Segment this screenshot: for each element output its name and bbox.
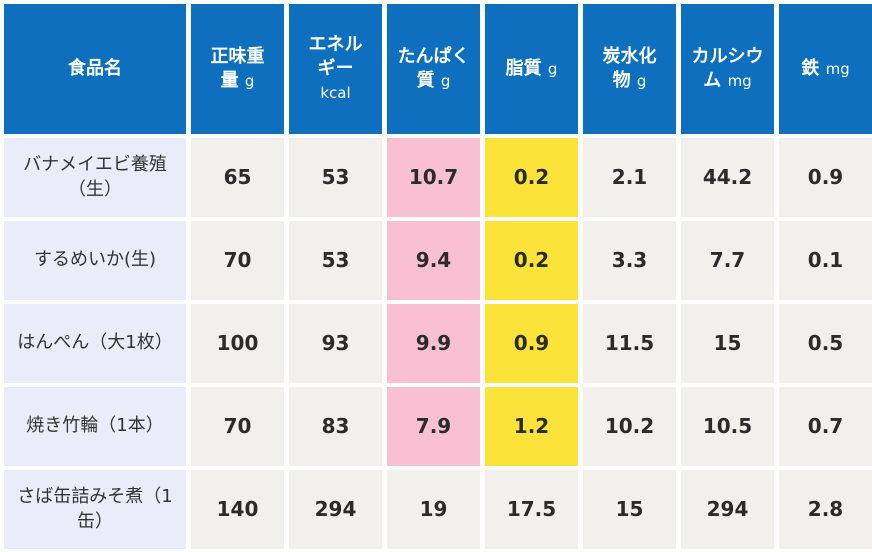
value-weight: 140 <box>191 470 284 549</box>
value-fat: 0.2 <box>485 221 578 300</box>
value-iron: 0.1 <box>779 221 872 300</box>
header-label: 鉄 mg <box>801 57 850 79</box>
row-food-name: はんぺん（大1枚） <box>4 304 186 383</box>
value-protein: 9.4 <box>387 221 480 300</box>
value-fat: 0.2 <box>485 138 578 217</box>
header-food-name: 食品名 <box>4 4 186 134</box>
value-energy: 93 <box>289 304 382 383</box>
value-protein: 9.9 <box>387 304 480 383</box>
value-weight: 65 <box>191 138 284 217</box>
value-fat: 1.2 <box>485 387 578 466</box>
row-food-name: するめいか(生) <box>4 221 186 300</box>
header-weight: 正味重量 g <box>191 4 284 134</box>
value-energy: 83 <box>289 387 382 466</box>
value-calcium: 294 <box>681 470 774 549</box>
value-weight: 100 <box>191 304 284 383</box>
value-protein: 19 <box>387 470 480 549</box>
header-label: 正味重量 g <box>210 45 265 91</box>
value-iron: 0.7 <box>779 387 872 466</box>
value-fat: 17.5 <box>485 470 578 549</box>
value-calcium: 44.2 <box>681 138 774 217</box>
header-carbs: 炭水化物 g <box>583 4 676 134</box>
value-carbs: 2.1 <box>583 138 676 217</box>
value-calcium: 10.5 <box>681 387 774 466</box>
header-calcium: カルシウム mg <box>681 4 774 134</box>
value-energy: 53 <box>289 221 382 300</box>
value-iron: 0.5 <box>779 304 872 383</box>
value-calcium: 7.7 <box>681 221 774 300</box>
value-carbs: 15 <box>583 470 676 549</box>
value-iron: 2.8 <box>779 470 872 549</box>
header-label: たんぱく質 g <box>397 45 470 91</box>
value-energy: 53 <box>289 138 382 217</box>
header-label: 炭水化物 g <box>602 45 657 91</box>
value-carbs: 10.2 <box>583 387 676 466</box>
value-calcium: 15 <box>681 304 774 383</box>
value-fat: 0.9 <box>485 304 578 383</box>
header-label: 脂質 g <box>505 57 558 79</box>
row-food-name: さば缶詰みそ煮（1缶） <box>4 470 186 549</box>
value-protein: 10.7 <box>387 138 480 217</box>
value-iron: 0.9 <box>779 138 872 217</box>
header-energy: エネルギー kcal <box>289 4 382 134</box>
value-protein: 7.9 <box>387 387 480 466</box>
header-fat: 脂質 g <box>485 4 578 134</box>
row-food-name: バナメイエビ養殖（生） <box>4 138 186 217</box>
header-label: エネルギー kcal <box>308 33 363 103</box>
header-label: 食品名 <box>68 57 122 79</box>
value-energy: 294 <box>289 470 382 549</box>
row-food-name: 焼き竹輪（1本） <box>4 387 186 466</box>
value-carbs: 3.3 <box>583 221 676 300</box>
header-iron: 鉄 mg <box>779 4 872 134</box>
value-weight: 70 <box>191 221 284 300</box>
header-protein: たんぱく質 g <box>387 4 480 134</box>
header-label: カルシウム mg <box>691 45 764 91</box>
value-carbs: 11.5 <box>583 304 676 383</box>
value-weight: 70 <box>191 387 284 466</box>
